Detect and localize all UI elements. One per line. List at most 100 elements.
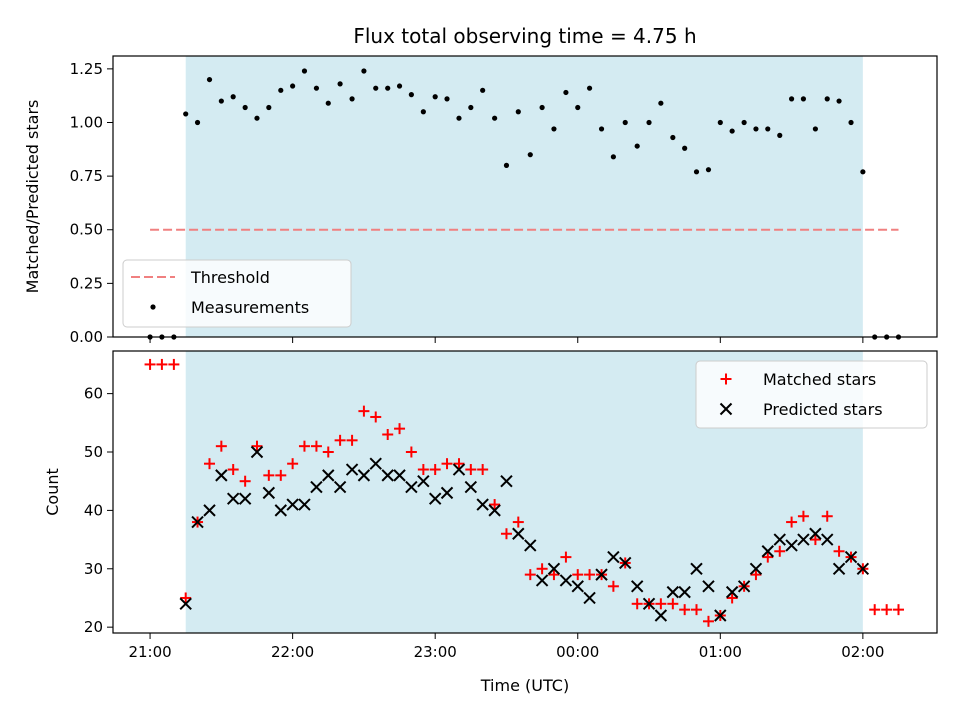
matched-star-point xyxy=(287,458,299,470)
y-tick-label: 0.75 xyxy=(70,167,103,185)
predicted-star-point xyxy=(690,562,703,575)
predicted-star-point xyxy=(488,504,501,517)
predicted-star-point xyxy=(654,609,668,622)
y-tick-label: 20 xyxy=(84,618,103,636)
chart-title: Flux total observing time = 4.75 h xyxy=(353,24,696,48)
predicted-star-point xyxy=(702,580,715,593)
x-tick-label: 22:00 xyxy=(271,643,314,661)
matched-star-point xyxy=(168,358,180,370)
y-tick-label: 50 xyxy=(84,443,103,461)
measurement-point xyxy=(682,145,688,151)
matched-star-point xyxy=(382,428,394,440)
predicted-star-point xyxy=(821,533,834,546)
matched-star-point xyxy=(500,528,512,540)
predicted-star-point xyxy=(333,480,347,494)
predicted-star-point xyxy=(642,597,656,611)
predicted-star-point xyxy=(393,469,406,482)
predicted-star-point xyxy=(322,469,335,482)
predicted-star-point xyxy=(203,504,216,517)
legend-predicted-swatch xyxy=(719,402,733,416)
top-y-axis-label: Matched/Predicted stars xyxy=(23,100,42,294)
predicted-star-point xyxy=(452,463,466,476)
legend-measurements-label: Measurements xyxy=(191,298,309,317)
predicted-star-point xyxy=(559,574,573,587)
measurement-point xyxy=(836,98,842,104)
predicted-star-point xyxy=(797,533,810,546)
measurement-point xyxy=(598,126,605,132)
matched-star-point xyxy=(251,440,263,452)
predicted-star-point xyxy=(607,550,620,564)
bottom-legend-box xyxy=(695,360,928,429)
matched-star-point xyxy=(227,464,239,476)
predicted-star-point xyxy=(226,492,240,505)
predicted-star-point xyxy=(524,539,537,552)
matched-star-point xyxy=(702,615,714,627)
matched-star-point xyxy=(512,516,524,528)
measurement-point xyxy=(658,100,664,106)
measurement-point xyxy=(432,94,438,100)
measurement-point xyxy=(385,85,391,91)
bottom-y-axis: 20 30 40 50 60 xyxy=(84,385,113,636)
matched-star-point xyxy=(762,551,774,563)
bottom-x-axis: 21:00 22:00 23:00 00:00 01:00 02:00 xyxy=(128,633,884,661)
measurement-point xyxy=(349,96,355,102)
predicted-star-point xyxy=(535,574,549,587)
matched-star-point xyxy=(893,604,905,616)
matched-star-point xyxy=(869,604,881,616)
matched-star-point xyxy=(429,464,441,476)
measurement-point xyxy=(575,104,581,111)
predicted-star-point xyxy=(464,480,478,494)
matched-star-point xyxy=(881,604,893,616)
predicted-star-point xyxy=(832,562,846,575)
measurement-point xyxy=(456,115,462,121)
measurement-point xyxy=(480,87,486,93)
measurement-point xyxy=(396,83,403,89)
legend-measurements-swatch xyxy=(150,304,156,310)
matched-star-point xyxy=(180,592,192,604)
bottom-legend: Matched stars Predicted stars xyxy=(695,360,928,429)
predicted-star-point xyxy=(666,585,680,599)
predicted-star-point xyxy=(262,486,276,500)
predicted-star-point xyxy=(191,515,204,529)
predicted-star-point xyxy=(369,457,382,470)
predicted-star-point xyxy=(571,580,584,593)
predicted-star-point xyxy=(345,463,359,476)
y-tick-label: 0.25 xyxy=(70,274,103,292)
y-tick-label: 40 xyxy=(84,501,103,519)
predicted-star-point xyxy=(630,580,644,593)
matched-star-point xyxy=(370,411,382,423)
matched-star-point xyxy=(572,569,584,581)
measurement-point xyxy=(753,126,759,132)
legend-matched-label: Matched stars xyxy=(763,370,876,389)
predicted-star-point xyxy=(714,609,727,622)
predicted-star-point xyxy=(737,580,751,593)
measurement-point xyxy=(230,94,236,100)
top-x-ticks xyxy=(149,337,864,343)
matched-star-point xyxy=(726,592,738,604)
predicted-star-point xyxy=(583,591,596,605)
matched-star-point xyxy=(358,405,370,417)
legend-predicted-label: Predicted stars xyxy=(763,400,883,419)
measurement-point xyxy=(242,104,248,111)
y-tick-label: 30 xyxy=(84,560,103,578)
predicted-star-point xyxy=(678,585,691,599)
legend-plus-mark xyxy=(720,373,732,385)
matched-star-point xyxy=(607,580,619,592)
measurement-point xyxy=(361,68,367,74)
measurement-point xyxy=(325,100,331,106)
x-tick-label: 23:00 xyxy=(414,643,457,661)
matched-star-point xyxy=(322,446,334,458)
measurement-point xyxy=(848,119,854,126)
measurement-point xyxy=(670,134,676,141)
measurement-point xyxy=(444,96,450,102)
matched-star-point xyxy=(156,358,168,370)
measurement-point xyxy=(373,85,379,91)
predicted-star-point xyxy=(547,562,561,575)
measurement-point xyxy=(824,96,830,102)
predicted-star-point xyxy=(725,585,739,599)
measurement-point xyxy=(622,119,628,126)
measurement-point xyxy=(313,85,320,91)
predicted-star-point xyxy=(761,545,774,558)
matched-star-point xyxy=(774,545,786,557)
